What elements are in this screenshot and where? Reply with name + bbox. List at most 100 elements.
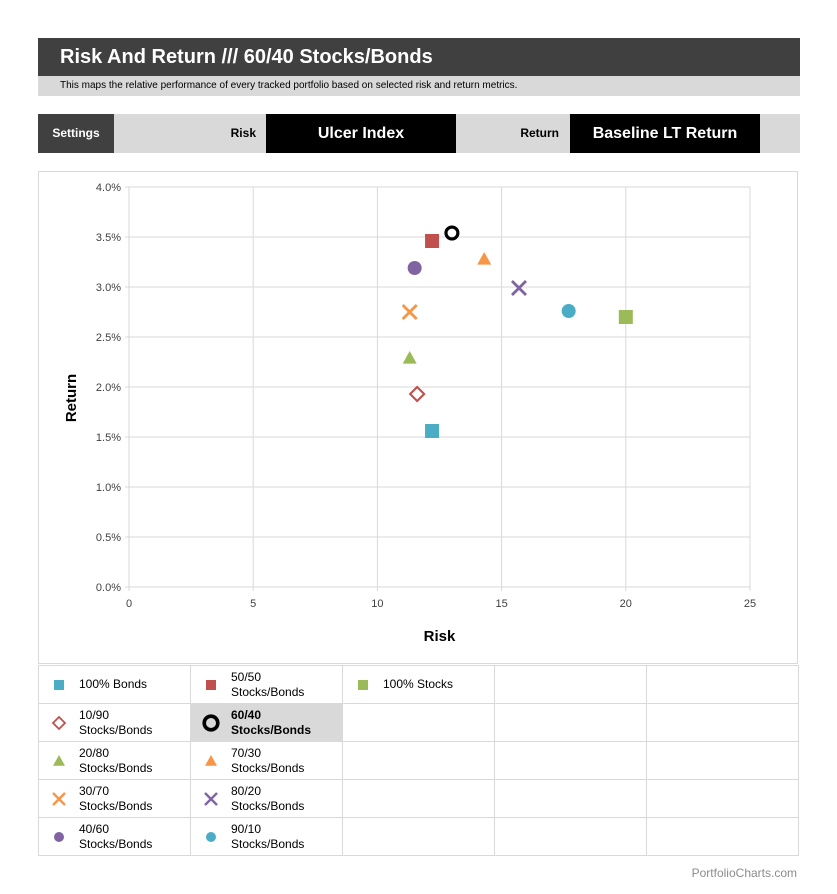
legend-label-line2: Stocks/Bonds bbox=[79, 722, 153, 737]
triangle-marker-icon bbox=[477, 252, 492, 265]
return-label: Return bbox=[520, 126, 559, 140]
circle-marker-icon bbox=[206, 831, 216, 842]
legend-label-line1: 50/50 bbox=[231, 669, 262, 684]
legend-label-line2: Stocks/Bonds bbox=[231, 684, 305, 699]
legend-empty-cell bbox=[494, 665, 647, 704]
legend-item[interactable]: 40/60 Stocks/Bonds bbox=[38, 817, 191, 856]
y-tick-label: 3.5% bbox=[96, 232, 121, 244]
legend-row: 40/60 Stocks/Bonds 90/10 Stocks/Bonds bbox=[38, 817, 799, 856]
return-metric-selector[interactable]: Baseline LT Return bbox=[570, 114, 760, 153]
legend-item[interactable]: 90/10 Stocks/Bonds bbox=[190, 817, 343, 856]
settings-bar: Settings Risk Ulcer Index Return Baselin… bbox=[38, 114, 800, 153]
footer-brand: PortfolioCharts.com bbox=[691, 866, 797, 880]
legend-empty-cell bbox=[494, 741, 647, 780]
triangle-marker-icon bbox=[53, 754, 65, 766]
x-marker-icon bbox=[52, 791, 66, 806]
legend-marker-icon bbox=[191, 676, 231, 694]
y-tick-label: 0.5% bbox=[96, 532, 121, 544]
x-tick-label: 15 bbox=[495, 598, 507, 610]
legend-marker-icon bbox=[343, 676, 383, 694]
legend-label: 50/50 Stocks/Bonds bbox=[231, 670, 304, 700]
data-point[interactable]: 60/40 Stocks/Bonds bbox=[444, 225, 460, 241]
data-point[interactable]: 80/20 Stocks/Bonds bbox=[510, 280, 527, 296]
legend-label-line1: 100% Stocks bbox=[383, 677, 454, 691]
risk-metric-selector[interactable]: Ulcer Index bbox=[266, 114, 456, 153]
legend-label: 70/30 Stocks/Bonds bbox=[231, 746, 304, 776]
square-marker-icon bbox=[54, 679, 64, 690]
x-marker-icon bbox=[401, 304, 418, 320]
legend-row: 10/90 Stocks/Bonds 60/40 Stocks/Bonds bbox=[38, 703, 799, 742]
y-tick-label: 2.0% bbox=[96, 382, 121, 394]
data-point[interactable]: 10/90 Stocks/Bonds bbox=[408, 385, 426, 403]
legend-label-line1: 10/90 bbox=[79, 707, 110, 722]
circle-marker-icon bbox=[561, 304, 576, 318]
legend-item[interactable]: 80/20 Stocks/Bonds bbox=[190, 779, 343, 818]
x-tick-label: 10 bbox=[371, 598, 383, 610]
legend-label-line2: Stocks/Bonds bbox=[79, 836, 153, 851]
legend-empty-cell bbox=[342, 741, 495, 780]
data-point[interactable]: 50/50 Stocks/Bonds bbox=[425, 234, 440, 248]
legend-empty-cell bbox=[494, 703, 647, 742]
legend-marker-icon bbox=[39, 714, 79, 732]
legend-label: 90/10 Stocks/Bonds bbox=[231, 822, 304, 852]
x-axis-title: Risk bbox=[424, 628, 456, 645]
legend-item[interactable]: 100% Stocks bbox=[342, 665, 495, 704]
legend-row: 100% Bonds 50/50 Stocks/Bonds 100% Stocks bbox=[38, 665, 799, 704]
y-tick-label: 0.0% bbox=[96, 582, 121, 594]
legend-marker-icon bbox=[191, 713, 231, 732]
y-tick-label: 2.5% bbox=[96, 332, 121, 344]
open-circle-marker-icon bbox=[202, 713, 220, 732]
data-point[interactable]: 20/80 Stocks/Bonds bbox=[402, 351, 417, 364]
open-circle-marker-icon bbox=[444, 225, 460, 241]
settings-label: Settings bbox=[38, 114, 114, 153]
legend-label-line2: Stocks/Bonds bbox=[231, 836, 305, 851]
legend-empty-cell bbox=[342, 703, 495, 742]
legend-item[interactable]: 10/90 Stocks/Bonds bbox=[38, 703, 191, 742]
legend-label-line1: 80/20 bbox=[231, 783, 262, 798]
scatter-chart: 0.0% 0.5% 1.0% 1.5% 2.0% 2.5% 3.0% 3.5% 4.0% 0 5 10… bbox=[38, 171, 798, 664]
legend-empty-cell bbox=[494, 817, 647, 856]
legend-empty-cell bbox=[342, 779, 495, 818]
y-tick-label: 1.5% bbox=[96, 432, 121, 444]
legend-empty-cell bbox=[646, 817, 799, 856]
legend-empty-cell bbox=[646, 665, 799, 704]
legend-label-line2: Stocks/Bonds bbox=[79, 798, 153, 813]
data-point[interactable]: 30/70 Stocks/Bonds bbox=[401, 304, 418, 320]
y-tick-label: 3.0% bbox=[96, 282, 121, 294]
data-point[interactable]: 70/30 Stocks/Bonds bbox=[477, 252, 492, 265]
legend-label-line1: 20/80 bbox=[79, 745, 110, 760]
open-diamond-marker-icon bbox=[51, 715, 67, 730]
legend-label: 10/90 Stocks/Bonds bbox=[79, 708, 152, 738]
legend-label: 80/20 Stocks/Bonds bbox=[231, 784, 304, 814]
legend-marker-icon bbox=[39, 790, 79, 808]
legend-label-line1: 40/60 bbox=[79, 821, 110, 836]
legend-label: 30/70 Stocks/Bonds bbox=[79, 784, 152, 814]
data-point[interactable]: 100% Bonds bbox=[425, 424, 440, 438]
legend-empty-cell bbox=[646, 741, 799, 780]
square-marker-icon bbox=[425, 424, 440, 438]
legend-marker-icon bbox=[39, 752, 79, 770]
legend-item[interactable]: 20/80 Stocks/Bonds bbox=[38, 741, 191, 780]
risk-label: Risk bbox=[230, 126, 256, 140]
legend-empty-cell bbox=[494, 779, 647, 818]
legend-row: 20/80 Stocks/Bonds 70/30 Stocks/Bonds bbox=[38, 741, 799, 780]
circle-marker-icon bbox=[407, 261, 422, 275]
legend-marker-icon bbox=[191, 752, 231, 770]
legend-marker-icon bbox=[191, 828, 231, 846]
data-point[interactable]: 90/10 Stocks/Bonds bbox=[561, 304, 576, 318]
data-point[interactable]: 100% Stocks bbox=[618, 310, 633, 324]
data-point[interactable]: 40/60 Stocks/Bonds bbox=[407, 261, 422, 275]
x-tick-label: 0 bbox=[126, 598, 132, 610]
legend-label-line2: Stocks/Bonds bbox=[231, 798, 305, 813]
square-marker-icon bbox=[618, 310, 633, 324]
legend-item[interactable]: 100% Bonds bbox=[38, 665, 191, 704]
legend-empty-cell bbox=[646, 703, 799, 742]
legend-item[interactable]: 70/30 Stocks/Bonds bbox=[190, 741, 343, 780]
legend-label: 40/60 Stocks/Bonds bbox=[79, 822, 152, 852]
legend-item[interactable]: 30/70 Stocks/Bonds bbox=[38, 779, 191, 818]
x-tick-label: 20 bbox=[620, 598, 632, 610]
legend-marker-icon bbox=[39, 676, 79, 694]
triangle-marker-icon bbox=[402, 351, 417, 364]
legend-item[interactable]: 50/50 Stocks/Bonds bbox=[190, 665, 343, 704]
legend-item[interactable]: 60/40 Stocks/Bonds bbox=[190, 703, 343, 742]
